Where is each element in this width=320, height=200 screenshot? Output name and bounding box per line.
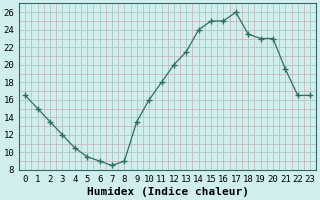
X-axis label: Humidex (Indice chaleur): Humidex (Indice chaleur) [87, 186, 249, 197]
